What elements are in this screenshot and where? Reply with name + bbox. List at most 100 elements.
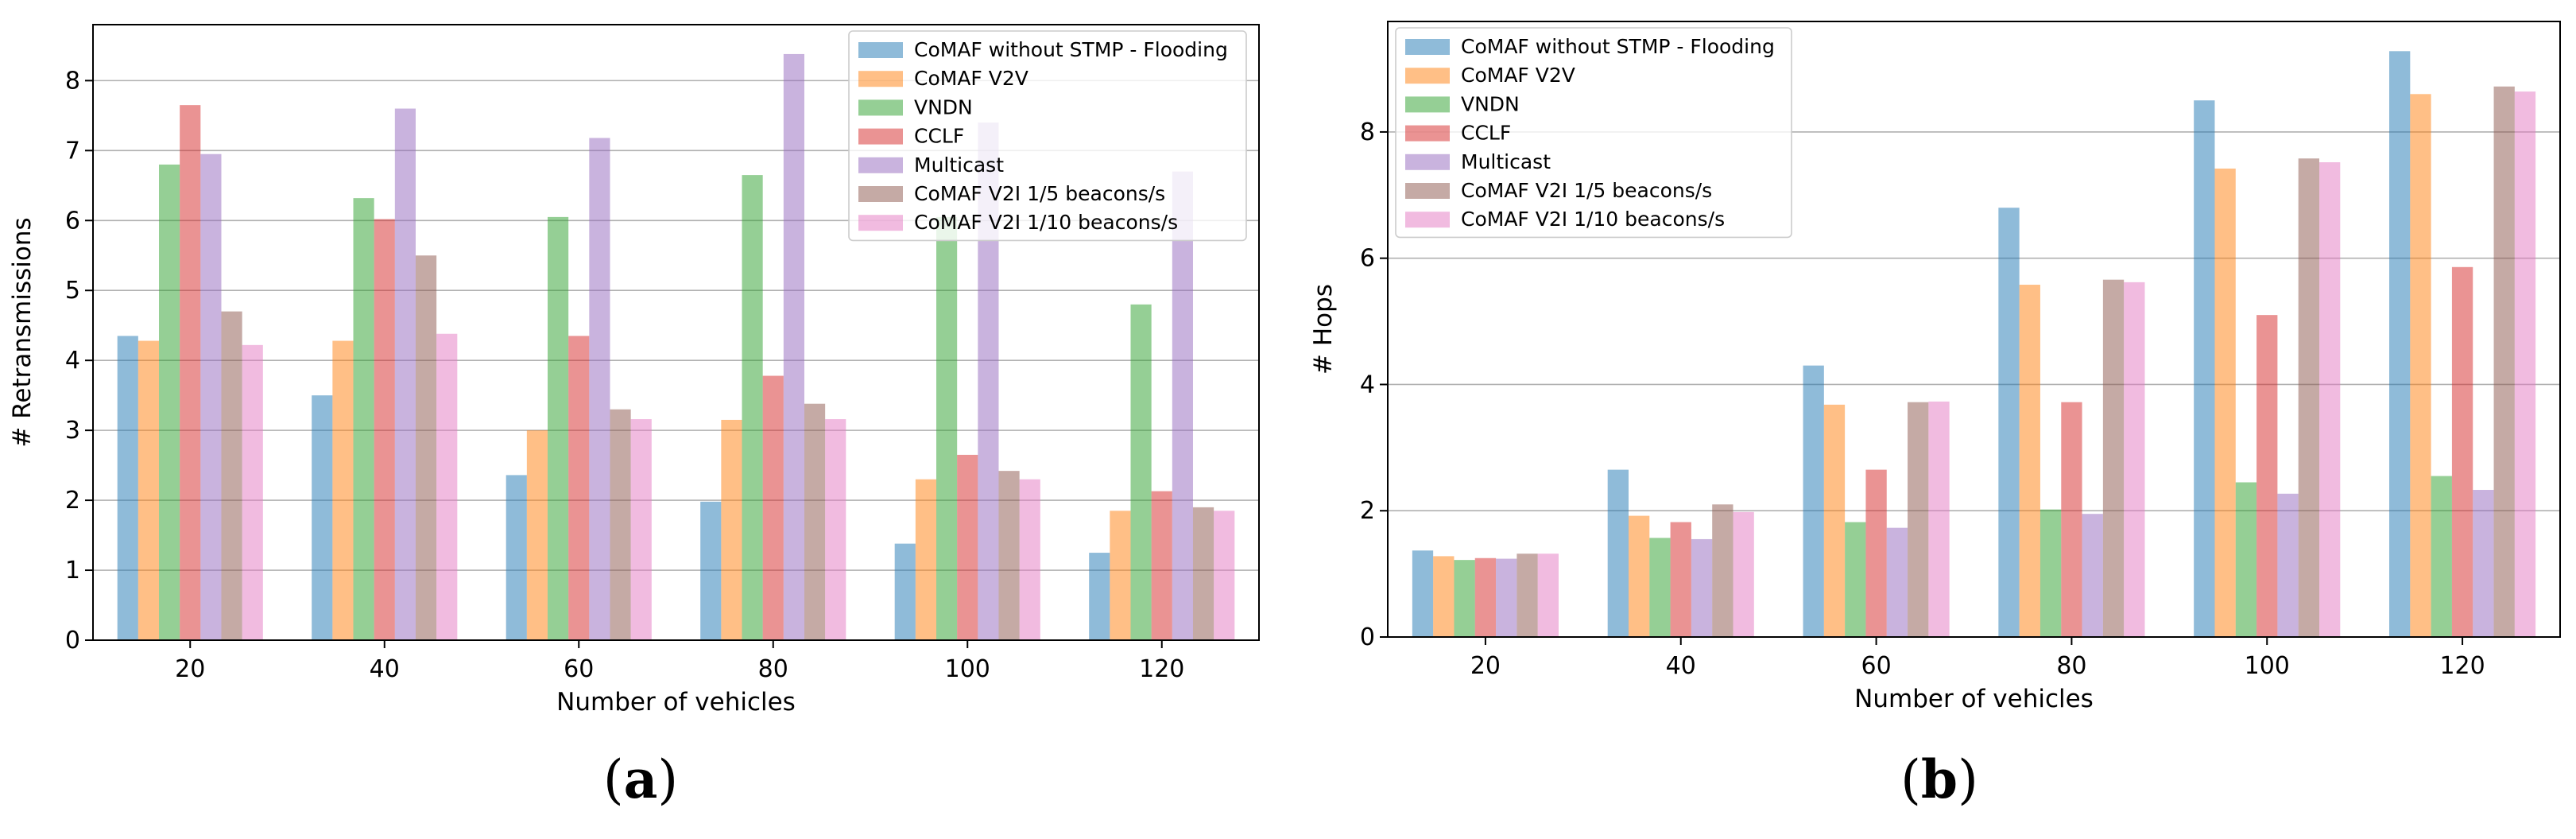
bar (1691, 538, 1713, 637)
bar (1998, 208, 2020, 638)
y-tick-label: 2 (65, 487, 80, 515)
bar (2124, 282, 2145, 637)
legend-label: CoMAF V2I 1/10 beacons/s (914, 211, 1178, 234)
bar (138, 340, 160, 640)
bar (1019, 479, 1040, 640)
x-tick-label: 20 (175, 655, 205, 683)
bar (783, 53, 804, 640)
x-tick-label: 60 (1861, 652, 1891, 680)
legend-swatch (858, 128, 903, 145)
bar (894, 543, 916, 640)
legend-swatch (1405, 68, 1450, 84)
bar (353, 198, 374, 641)
bar (1433, 556, 1455, 637)
bar (1214, 511, 1235, 640)
legend-box (1395, 27, 1792, 239)
legend-label: CoMAF without STMP - Flooding (914, 38, 1228, 61)
x-tick-label: 100 (945, 655, 990, 683)
y-tick-label: 6 (65, 207, 80, 235)
bar (1886, 527, 1908, 637)
legend-label: Multicast (914, 153, 1004, 177)
bar (506, 475, 527, 640)
bar (957, 454, 978, 640)
y-axis-title: # Retransmissions (8, 217, 37, 447)
y-tick-label: 2 (1360, 497, 1375, 525)
bar (721, 419, 742, 640)
bar (825, 419, 846, 640)
legend-swatch (858, 99, 903, 116)
bar (610, 409, 631, 640)
bar (200, 153, 222, 640)
bar (2194, 100, 2215, 637)
legend-swatch (1405, 39, 1450, 55)
bar (1628, 515, 1650, 637)
bar (394, 108, 416, 640)
x-tick-label: 60 (564, 655, 594, 683)
bar (242, 344, 263, 640)
bar (1845, 522, 1866, 637)
bar (2410, 94, 2431, 638)
x-axis-title: Number of vehicles (556, 688, 796, 717)
plot-frame (1387, 21, 2561, 638)
x-tick-label: 120 (1139, 655, 1184, 683)
bar (374, 219, 395, 640)
x-tick-label: 120 (2439, 652, 2485, 680)
legend-swatch (1405, 153, 1450, 170)
legend-label: CCLF (1461, 122, 1511, 145)
legend-swatch (1405, 212, 1450, 228)
legend-swatch (858, 186, 903, 202)
x-tick-label: 20 (1470, 652, 1501, 680)
bar (1733, 511, 1754, 637)
legend-swatch (858, 215, 903, 231)
bar (2493, 86, 2515, 637)
x-tick-label: 80 (758, 655, 788, 683)
legend-label: Multicast (1461, 150, 1551, 173)
legend-swatch (1405, 125, 1450, 142)
x-tick-label: 40 (370, 655, 400, 683)
bar (1908, 402, 1929, 637)
bar (117, 336, 138, 640)
y-tick-label: 0 (65, 627, 80, 654)
x-tick-label: 40 (1666, 652, 1696, 680)
bar (1865, 469, 1887, 637)
bar (998, 471, 1020, 640)
legend-label: VNDN (914, 95, 973, 118)
bar (1089, 553, 1110, 640)
bar (2039, 509, 2062, 637)
y-tick-label: 3 (65, 417, 80, 445)
bar (1454, 560, 1475, 637)
bar (2102, 279, 2125, 637)
legend-label: CoMAF V2I 1/5 beacons/s (1461, 179, 1712, 202)
legend-swatch (858, 71, 903, 87)
bar (804, 403, 826, 640)
bar (2389, 51, 2411, 637)
bar (1537, 554, 1559, 637)
bar (568, 336, 590, 640)
bar (1803, 365, 1824, 637)
y-tick-label: 7 (65, 137, 80, 165)
bar (2451, 266, 2473, 637)
bar (1823, 404, 1846, 637)
legend-label: VNDN (1461, 92, 1520, 115)
legend-label: CoMAF without STMP - Flooding (1461, 35, 1775, 58)
bar (1412, 550, 1434, 637)
bar (312, 395, 333, 640)
bar (2019, 285, 2040, 637)
x-tick-label: 100 (2245, 652, 2290, 680)
y-tick-label: 8 (1360, 118, 1375, 146)
bar (1670, 522, 1691, 637)
bar (415, 255, 437, 640)
legend-swatch (1405, 96, 1450, 113)
legend-label: CoMAF V2I 1/10 beacons/s (1461, 208, 1725, 231)
panel-letter: b (1921, 748, 1958, 810)
panel-label: (b) (1900, 748, 1978, 810)
bar (936, 216, 958, 640)
y-tick-label: 5 (65, 277, 80, 305)
bar (1649, 538, 1671, 637)
bar (332, 340, 354, 640)
panel-letter: a (624, 748, 658, 810)
chart-panel-b: 0 2 4 6 8 20 40 60 80 100 120 Number of vehicles # H… (1309, 21, 2561, 810)
legend-label: CoMAF V2I 1/5 beacons/s (914, 182, 1165, 205)
x-tick-label: 80 (2056, 652, 2086, 680)
